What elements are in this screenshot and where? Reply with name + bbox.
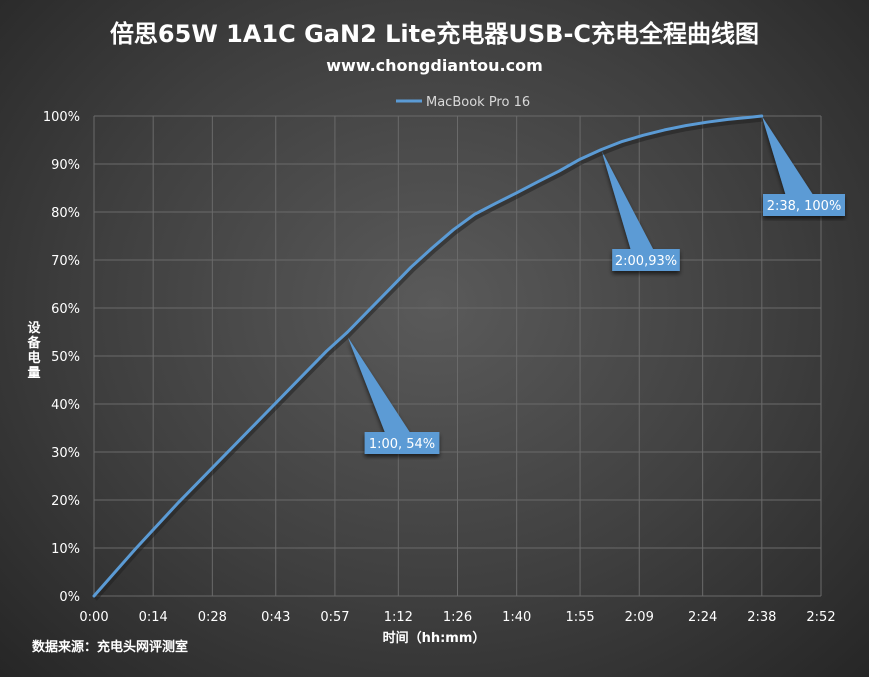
- callout-label: 1:00, 54%: [369, 437, 435, 452]
- callout: 2:00,93%: [601, 149, 680, 271]
- x-tick-label: 0:00: [79, 610, 108, 625]
- y-tick-label: 10%: [51, 542, 80, 557]
- callout-box: [763, 194, 845, 216]
- y-axis-label-char: 设: [27, 321, 41, 336]
- series-line: [92, 114, 764, 598]
- axes: 0% 10% 20% 30% 40% 50% 60% 70% 80% 90% 100% 0:00 0:1…: [43, 110, 836, 625]
- annotations: 1:00, 54% 2:00,93% 2:38, 100%: [347, 116, 845, 454]
- callout-pointer: [347, 336, 411, 434]
- x-tick-label: 0:57: [320, 610, 349, 625]
- chart-title: 倍思65W 1A1C GaN2 Lite充电器USB-C充电全程曲线图: [109, 20, 760, 48]
- y-tick-label: 20%: [51, 494, 80, 509]
- legend: MacBook Pro 16: [396, 95, 530, 110]
- callout-pointer: [761, 116, 814, 196]
- y-tick-label: 30%: [51, 446, 80, 461]
- x-tick-label: 0:28: [198, 610, 227, 625]
- x-axis-label: 时间（hh:mm）: [383, 630, 486, 646]
- callout: 1:00, 54%: [347, 336, 440, 454]
- series-line-shadow: [93, 116, 764, 601]
- y-tick-label: 80%: [51, 206, 80, 221]
- callout: 2:38, 100%: [761, 116, 845, 216]
- x-tick-label: 1:55: [565, 610, 594, 625]
- x-tick-label: 0:14: [139, 610, 168, 625]
- series-layer: [92, 114, 764, 601]
- y-axis-label-char: 备: [26, 335, 41, 351]
- y-tick-label: 100%: [43, 110, 80, 125]
- x-tick-label: 2:24: [688, 610, 717, 625]
- legend-label: MacBook Pro 16: [426, 95, 530, 110]
- chart-subtitle: www.chongdiantou.com: [326, 56, 543, 75]
- callout-label: 2:38, 100%: [767, 199, 842, 214]
- x-tick-label: 0:43: [261, 610, 290, 625]
- y-tick-label: 60%: [51, 302, 80, 317]
- y-tick-label: 0%: [59, 590, 80, 605]
- callout-box: [364, 432, 440, 454]
- x-tick-label: 2:38: [747, 610, 776, 625]
- y-axis-label-char: 量: [27, 366, 40, 381]
- x-tick-label: 1:12: [384, 610, 413, 625]
- callout-box: [612, 249, 680, 271]
- data-source-note: 数据来源：充电头网评测室: [32, 640, 189, 655]
- grid-lines: [93, 115, 822, 597]
- y-tick-label: 40%: [51, 398, 80, 413]
- x-tick-label: 1:40: [502, 610, 531, 625]
- callout-pointer: [601, 149, 655, 251]
- x-tick-label: 2:52: [806, 610, 835, 625]
- x-tick-label: 2:09: [625, 610, 654, 625]
- callout-label: 2:00,93%: [615, 254, 677, 269]
- x-tick-label: 1:26: [443, 610, 472, 625]
- y-axis-label-char: 电: [27, 350, 40, 366]
- y-tick-label: 70%: [51, 254, 80, 269]
- y-tick-label: 50%: [51, 350, 80, 365]
- y-tick-label: 90%: [51, 158, 80, 173]
